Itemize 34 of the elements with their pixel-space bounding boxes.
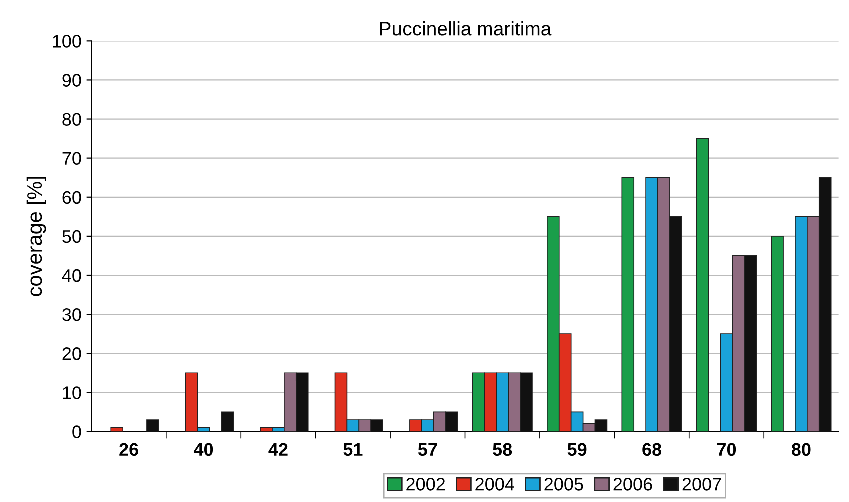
y-tick-label: 30 <box>62 308 82 322</box>
x-tick-label: 42 <box>268 443 288 456</box>
bar <box>696 138 710 432</box>
y-tick-label: 20 <box>62 348 82 360</box>
x-tick-label: 68 <box>642 443 662 456</box>
bar <box>110 427 124 432</box>
x-tick-label: 70 <box>717 443 736 456</box>
bar <box>622 177 635 432</box>
x-tick-label: 59 <box>568 443 587 456</box>
y-tick-label: 90 <box>62 74 82 87</box>
x-tick-label: 40 <box>194 443 214 456</box>
y-tick-label: 40 <box>62 269 82 282</box>
x-tick-label: 80 <box>792 443 811 456</box>
y-tick-label: 10 <box>63 386 82 400</box>
x-tick-label: 51 <box>344 443 363 456</box>
bar <box>221 412 234 432</box>
x-tick-label: 58 <box>493 443 512 456</box>
legend-label: 2007 <box>682 478 722 491</box>
bar <box>771 236 784 432</box>
y-axis-title: coverage [%] <box>26 177 46 296</box>
y-tick-label: 100 <box>53 35 82 48</box>
legend-label: 2005 <box>544 478 584 491</box>
y-tick-label: 60 <box>62 191 82 204</box>
bar <box>146 420 160 432</box>
legend-label: 2004 <box>476 478 514 491</box>
y-tick-label: 50 <box>62 230 82 244</box>
legend-label: 2006 <box>614 478 652 491</box>
y-tick-label: 70 <box>62 152 82 166</box>
x-tick-label: 57 <box>418 443 438 456</box>
legend-label: 2002 <box>406 478 446 491</box>
y-tick-label: 80 <box>62 113 82 126</box>
y-tick-label: 0 <box>72 426 82 438</box>
x-tick-label: 26 <box>120 443 138 456</box>
chart-title: Puccinellia maritima <box>380 22 552 36</box>
